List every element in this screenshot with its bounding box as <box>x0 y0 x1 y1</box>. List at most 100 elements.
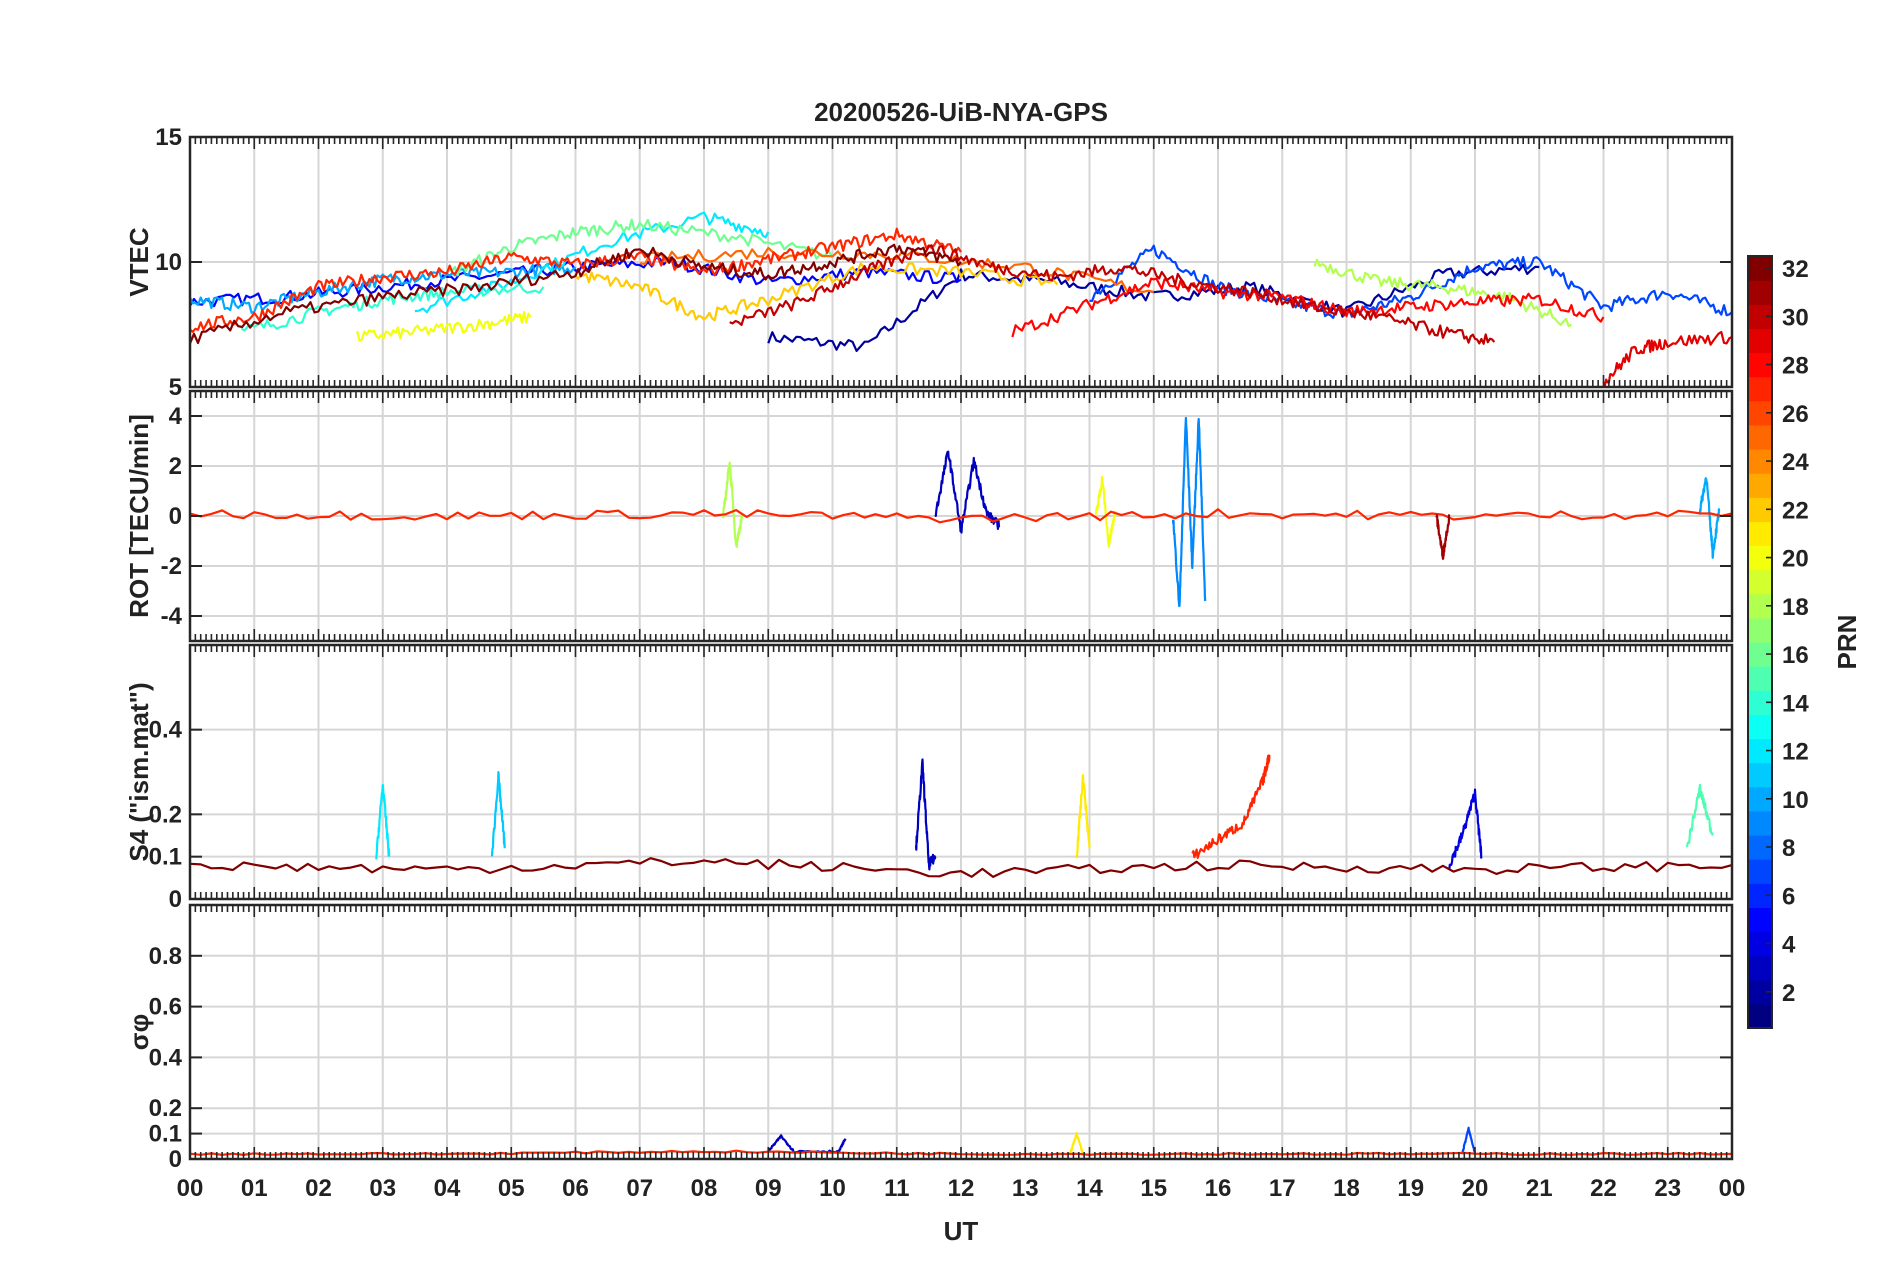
series-line-prn-25 <box>639 246 1155 294</box>
chart-title: 20200526-UiB-NYA-GPS <box>814 97 1108 127</box>
colorbar-tick-label: 10 <box>1782 787 1809 814</box>
series-group <box>190 416 1732 608</box>
x-tick-label: 08 <box>691 1175 718 1202</box>
y-tick-label: 2 <box>169 453 182 480</box>
colorbar-cell <box>1748 955 1772 981</box>
series-line-prn-5 <box>190 256 962 308</box>
series-line-prn-21 <box>1075 774 1091 859</box>
series-line-prn-12 <box>414 211 770 314</box>
y-tick-label: 0.4 <box>149 1044 183 1071</box>
series-line-prn-21 <box>1069 1131 1085 1155</box>
x-tick-label: 17 <box>1269 1175 1296 1202</box>
series-line-prn-3 <box>934 450 1001 534</box>
colorbar-tick-label: 6 <box>1782 883 1795 910</box>
x-tick-label: 09 <box>755 1175 782 1202</box>
x-tick-label: 22 <box>1590 1175 1617 1202</box>
y-tick-label: -4 <box>161 603 183 630</box>
colorbar-tick-label: 28 <box>1782 353 1809 380</box>
y-tick-label: 15 <box>155 124 182 151</box>
panel-1: 5 10 15 VTEC <box>124 124 1734 401</box>
x-tick-label: 11 <box>884 1175 909 1202</box>
y-tick-label: 5 <box>169 374 182 401</box>
x-tick-label: 15 <box>1140 1175 1167 1202</box>
y-axis-label: ROT [TECU/min] <box>124 414 154 618</box>
x-tick-label: 03 <box>369 1175 396 1202</box>
colorbar-cell <box>1748 907 1772 933</box>
colorbar-cell <box>1748 1003 1772 1029</box>
series-group <box>190 211 1732 387</box>
y-axis-label: σφ <box>124 1014 154 1050</box>
x-tick-label: 06 <box>562 1175 589 1202</box>
x-tick-label: 19 <box>1397 1175 1424 1202</box>
series-line-prn-29 <box>1602 330 1732 387</box>
colorbar-cell <box>1748 810 1772 836</box>
x-tick-label: 01 <box>241 1175 268 1202</box>
colorbar-tick-label: 14 <box>1782 690 1809 717</box>
x-axis: 00 01 02 03 04 05 06 07 08 09 10 11 12 13 14 15 16 17 18 19… <box>177 1175 1746 1202</box>
x-tick-label: 00 <box>1719 1175 1746 1202</box>
y-tick-label: 0.1 <box>149 844 182 871</box>
y-tick-label: 0 <box>169 1146 182 1173</box>
colorbar-tick-label: 16 <box>1782 642 1809 669</box>
y-tick-label: 0.2 <box>149 801 182 828</box>
y-tick-label: 0 <box>169 503 182 530</box>
colorbar-label: PRN <box>1832 615 1862 670</box>
colorbar-tick-label: 26 <box>1782 401 1809 428</box>
colorbar-tick-label: 22 <box>1782 497 1809 524</box>
colorbar-cell <box>1748 859 1772 884</box>
colorbar-cell <box>1748 473 1772 498</box>
series-line-prn-22 <box>574 262 1059 322</box>
colorbar-tick-label: 12 <box>1782 739 1809 766</box>
y-tick-label: 0.6 <box>149 994 182 1021</box>
x-tick-label: 00 <box>177 1175 204 1202</box>
x-tick-label: 13 <box>1012 1175 1039 1202</box>
y-tick-label: 0.8 <box>149 943 182 970</box>
colorbar-frame <box>1747 255 1773 1029</box>
colorbar-tick-label: 18 <box>1782 594 1809 621</box>
colorbar-cell <box>1748 280 1772 305</box>
x-tick-label: 20 <box>1462 1175 1489 1202</box>
colorbar-cell <box>1748 617 1772 643</box>
series-line-prn-20 <box>356 311 532 342</box>
colorbar-tick-label: 2 <box>1782 980 1795 1007</box>
series-line-prn-7 <box>1089 244 1732 319</box>
x-tick-label: 21 <box>1526 1175 1553 1202</box>
y-tick-label: 4 <box>169 403 183 430</box>
series-line-prn-18 <box>1313 258 1572 328</box>
series-line-prn-28 <box>1011 277 1605 338</box>
y-tick-label: 0.1 <box>149 1121 182 1148</box>
y-axis-label: S4 ("ism.mat") <box>124 682 154 861</box>
y-tick-label: 10 <box>155 249 182 276</box>
x-tick-label: 07 <box>626 1175 653 1202</box>
series-line-prn-32 <box>190 243 962 345</box>
x-axis-label: UT <box>944 1216 979 1246</box>
x-tick-label: 12 <box>948 1175 975 1202</box>
series-line-prn-18 <box>722 461 744 548</box>
x-tick-label: 16 <box>1205 1175 1232 1202</box>
series-line-prn-2 <box>767 264 1540 352</box>
colorbar-cell <box>1748 424 1772 450</box>
colorbar-cell <box>1748 666 1772 691</box>
series-line-prn-7 <box>1461 1126 1477 1155</box>
y-axis-label: VTEC <box>124 227 154 297</box>
x-tick-label: 04 <box>434 1175 461 1202</box>
colorbar-tick-label: 4 <box>1782 932 1796 959</box>
colorbar-cell <box>1748 521 1772 547</box>
colorbar-tick-label: 24 <box>1782 449 1809 476</box>
series-line-prn-4 <box>1448 788 1483 871</box>
colorbar-tick-label: 30 <box>1782 304 1809 331</box>
y-tick-label: 0.4 <box>149 717 183 744</box>
series-line-prn-27 <box>190 508 1732 524</box>
x-tick-label: 02 <box>305 1175 332 1202</box>
series-line-prn-30 <box>729 244 1496 345</box>
x-tick-label: 10 <box>819 1175 846 1202</box>
colorbar-cell <box>1748 714 1772 740</box>
colorbar-cell <box>1748 376 1772 402</box>
colorbar-cell <box>1748 328 1772 354</box>
series-line-prn-3 <box>914 758 937 871</box>
y-tick-label: -2 <box>161 553 182 580</box>
x-tick-label: 18 <box>1333 1175 1360 1202</box>
